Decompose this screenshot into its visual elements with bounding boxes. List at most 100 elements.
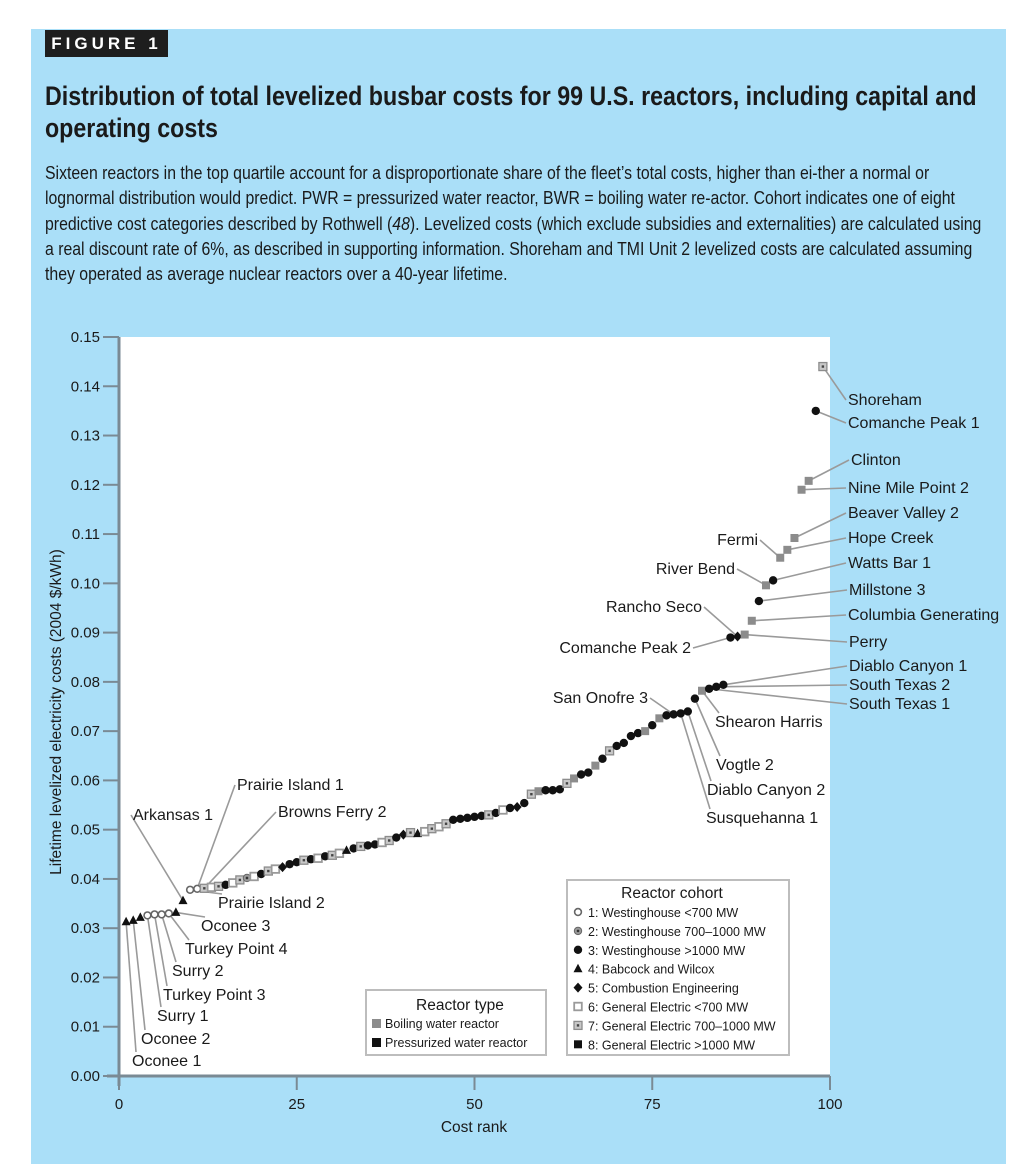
open-circle-marker	[164, 909, 173, 918]
y-tick-label: 0.06	[71, 772, 100, 789]
x-axis-title: Cost rank	[441, 1119, 508, 1136]
dot	[565, 782, 569, 785]
data-point	[349, 844, 358, 853]
data-point	[733, 631, 743, 642]
dot	[245, 876, 249, 880]
filled-circle-marker	[584, 768, 593, 777]
annotation-label: Browns Ferry 2	[278, 804, 387, 821]
open-square-marker	[334, 848, 345, 859]
diamond-marker	[573, 982, 583, 993]
annotation-label: Comanche Peak 1	[848, 415, 980, 432]
filled-square-marker	[804, 476, 813, 485]
leader-line	[723, 665, 848, 686]
dot	[444, 822, 448, 825]
filled-circle-marker	[477, 811, 486, 821]
legend-reactor-type: Reactor type Boiling water reactor Press…	[365, 989, 547, 1056]
filled-circle-marker	[690, 694, 700, 703]
data-point	[648, 721, 657, 730]
legend-cohort-item: 3: Westinghouse >1000 MW	[588, 944, 745, 958]
data-point	[818, 361, 828, 372]
annotation-label: Columbia Generating	[848, 607, 999, 624]
filled-circle-marker	[648, 721, 657, 730]
leader-line	[794, 512, 847, 539]
data-point	[598, 754, 607, 763]
annotation-label: Turkey Point 3	[163, 987, 266, 1004]
filled-circle-marker	[520, 798, 529, 808]
leader-line	[132, 920, 146, 1031]
annotation-label: Perry	[849, 634, 887, 651]
data-point	[811, 406, 820, 416]
data-point	[612, 741, 621, 751]
annotation-label: Oconee 1	[132, 1053, 201, 1070]
leader-line	[203, 811, 277, 889]
leader-line	[175, 911, 206, 918]
diamond-marker	[512, 802, 522, 813]
filled-square-marker	[655, 714, 664, 723]
filled-circle-marker	[754, 596, 764, 606]
filled-square-marker	[698, 686, 707, 695]
filled-circle-marker	[456, 814, 465, 824]
filled-circle-marker	[221, 880, 230, 890]
data-point	[740, 630, 749, 639]
filled-square-icon	[574, 1040, 582, 1049]
data-point	[562, 778, 572, 789]
data-point	[491, 808, 501, 818]
annotation-label: Shearon Harris	[715, 714, 823, 731]
data-point	[392, 833, 401, 842]
filled-circle-marker	[349, 844, 358, 853]
data-point	[570, 774, 579, 783]
open-circle-marker	[573, 907, 583, 917]
filled-circle-marker	[548, 786, 557, 795]
data-point	[221, 880, 230, 890]
legend-cohort-item: 5: Combustion Engineering	[588, 982, 739, 996]
diamond-marker	[398, 829, 408, 840]
y-tick-label: 0.08	[71, 674, 100, 691]
data-point	[463, 813, 472, 823]
annotation-label: Diablo Canyon 2	[707, 782, 825, 799]
data-point	[604, 746, 615, 756]
annotation-label: Nine Mile Point 2	[848, 480, 969, 497]
data-point	[278, 862, 288, 873]
data-point	[797, 485, 806, 494]
annotation-label: Comanche Peak 2	[559, 640, 691, 657]
y-tick-label: 0.11	[72, 526, 100, 543]
annotation-label: Prairie Island 2	[218, 895, 325, 912]
data-point	[541, 786, 550, 795]
open-circle-marker	[150, 910, 159, 919]
filled-square-marker	[762, 581, 771, 590]
dot	[387, 839, 391, 842]
data-point	[548, 786, 557, 795]
dot	[217, 885, 220, 888]
leader-line	[709, 687, 848, 705]
y-tick-label: 0.05	[71, 822, 100, 839]
caption-part2: ). Levelized costs (which exclude subsid…	[45, 212, 982, 285]
leader-line	[787, 537, 847, 551]
leader-line	[125, 921, 137, 1053]
filled-square-marker	[574, 1040, 582, 1049]
x-tick-label: 0	[115, 1096, 123, 1113]
filled-circle-marker	[719, 680, 728, 690]
open-circle-marker	[185, 885, 195, 894]
filled-circle-marker	[811, 406, 820, 416]
y-tick-label: 0.01	[71, 1019, 100, 1036]
point-annotations: Shoreham Comanche Peak 1 Clinton Nine Mile …	[132, 392, 999, 1070]
data-point	[676, 709, 685, 718]
leader-line	[716, 684, 848, 688]
data-point	[456, 814, 465, 824]
data-point	[320, 852, 330, 861]
filled-circle-marker	[712, 682, 721, 691]
filled-circle-marker	[626, 731, 636, 741]
y-tick-label: 0.13	[71, 428, 100, 445]
dot	[487, 813, 490, 817]
data-point	[768, 576, 778, 585]
data-point	[334, 848, 345, 859]
data-point	[150, 910, 159, 919]
legend-cohort-item: 7: General Electric 700–1000 MW	[588, 1019, 776, 1033]
data-point	[128, 915, 138, 924]
annotation-label: Clinton	[851, 452, 901, 469]
triangle-marker	[178, 895, 188, 905]
filled-square-marker	[534, 787, 543, 796]
data-point	[257, 869, 266, 879]
open-square-marker	[270, 864, 281, 874]
data-point	[698, 686, 707, 695]
